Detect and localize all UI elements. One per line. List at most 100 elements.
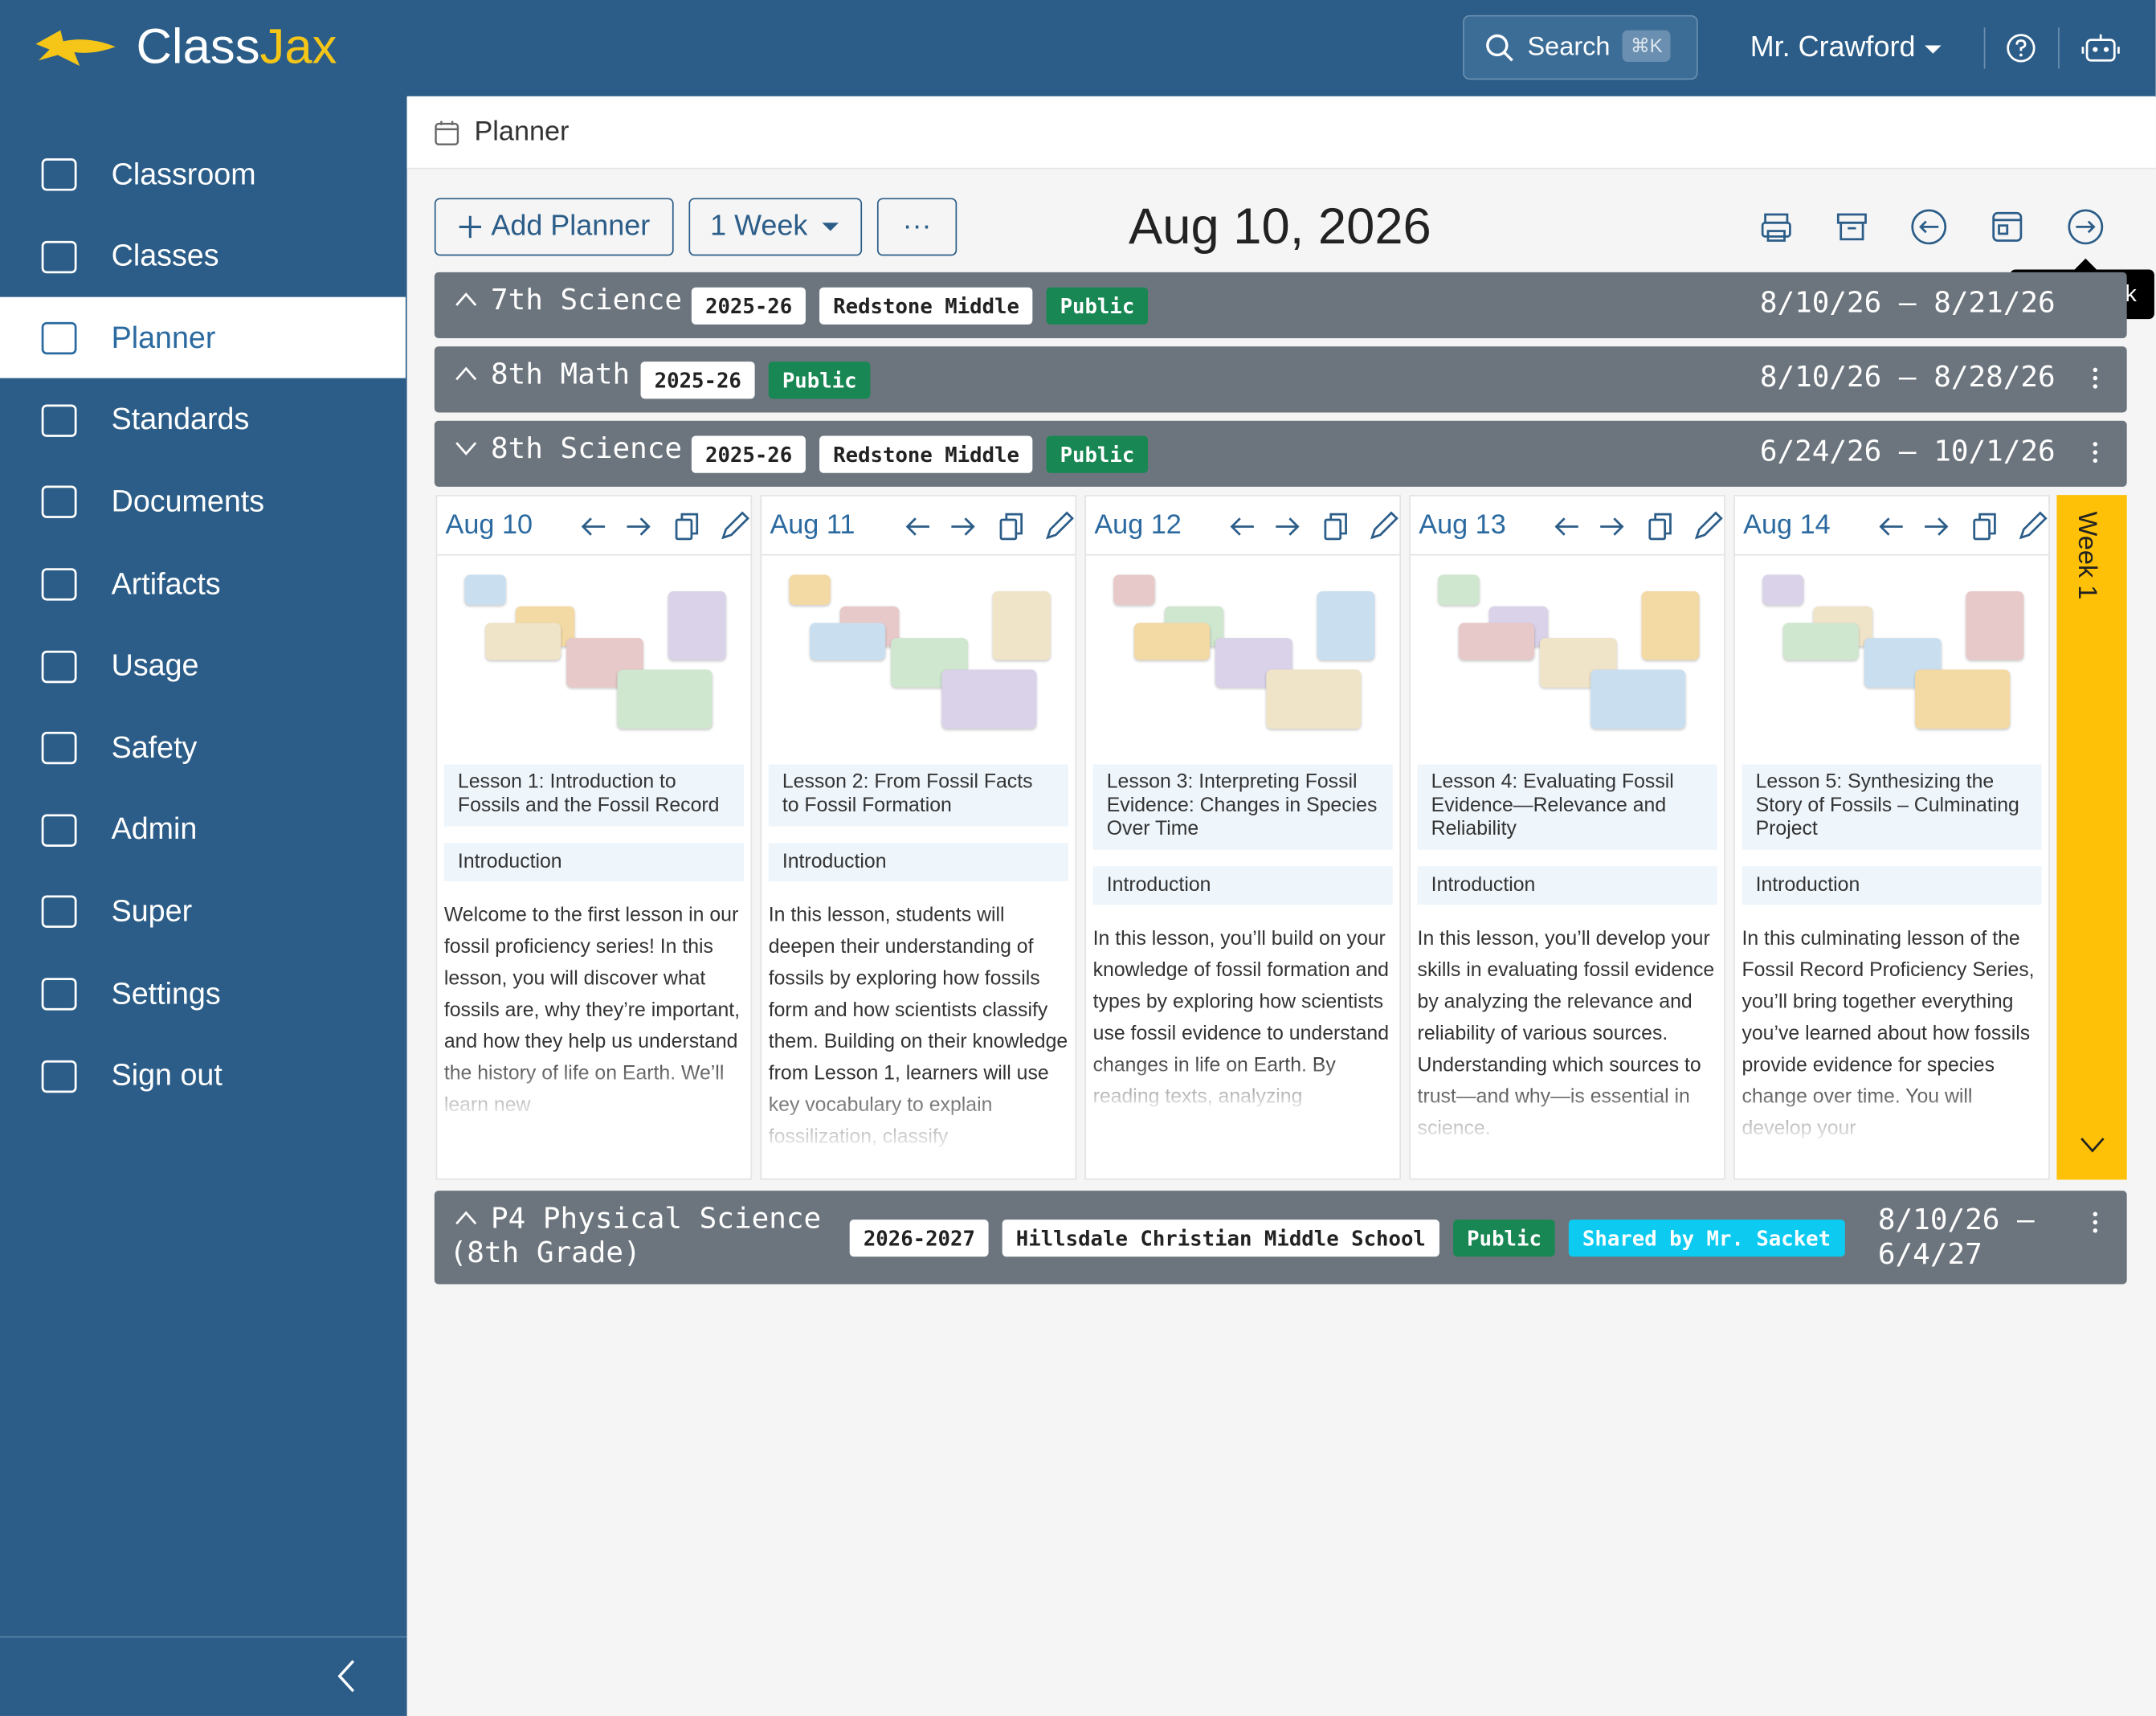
day-actions	[905, 511, 1074, 541]
day-header: Aug 14	[1734, 496, 2049, 556]
badge: Public	[768, 362, 871, 399]
button-label: Add Planner	[491, 210, 651, 243]
add-planner-button[interactable]: Add Planner	[434, 198, 674, 256]
kebab-menu	[2093, 367, 2098, 389]
planner-title: P4 Physical Science (8th Grade)	[449, 1201, 822, 1269]
planner-title: 8th Math	[491, 357, 631, 391]
image-shape	[941, 669, 1037, 729]
image-shape	[1266, 669, 1362, 729]
planner-bar[interactable]: 8th Science 2025-26 Redstone Middle Public 6…	[434, 420, 2127, 487]
nav-label: Super	[111, 893, 193, 929]
image-shape	[1113, 574, 1155, 606]
day-actions	[1230, 511, 1399, 541]
nav-item[interactable]: Classroom	[0, 133, 406, 214]
badge: Redstone Middle	[819, 287, 1034, 325]
lesson-text: Welcome to the first lesson in our fossi…	[443, 905, 741, 1117]
nav-item[interactable]: Super	[0, 871, 406, 952]
nav-item[interactable]: Standards	[0, 379, 406, 460]
nav-label: Documents	[111, 484, 265, 519]
badge: Shared by Mr. Sacket	[1568, 1220, 1845, 1257]
nav-label: Planner	[111, 320, 216, 355]
day-column: Aug 14 Lesson 5: Synthesizing the Story o…	[1733, 495, 2050, 1180]
sidebar: Classroom Classes Planner Standards Document…	[0, 96, 407, 1716]
nav-item[interactable]: Artifacts	[0, 543, 406, 624]
day-actions	[1554, 511, 1723, 541]
nav-label: Usage	[111, 648, 199, 683]
chevron	[455, 366, 477, 381]
day-header: Aug 13	[1410, 496, 1725, 556]
nav-item[interactable]: Documents	[0, 461, 406, 542]
collapse-sidebar[interactable]	[336, 1658, 357, 1694]
planner-dates: 8/10/26 – 6/4/27	[1877, 1203, 2035, 1271]
lesson-image	[1103, 566, 1383, 734]
planner-bar[interactable]: 7th Science 2025-26 Redstone Middle Public 8…	[434, 272, 2127, 339]
day-header: Aug 10	[437, 496, 751, 556]
assistant-icon[interactable]	[2081, 33, 2120, 63]
nav-label: Artifacts	[111, 566, 221, 601]
nav-icon	[41, 650, 77, 683]
nav-item[interactable]: Classes	[0, 215, 406, 296]
planner-title: 8th Science	[491, 431, 683, 465]
image-shape	[1317, 590, 1375, 660]
day-date: Aug 11	[770, 509, 855, 541]
badge: Redstone Middle	[819, 435, 1034, 473]
planner-bar[interactable]: P4 Physical Science (8th Grade) 2026-2027…	[434, 1191, 2127, 1285]
nav-icon	[41, 978, 77, 1011]
image-shape	[992, 590, 1051, 660]
print-icon[interactable]	[1761, 213, 1791, 242]
nav-item[interactable]: Admin	[0, 789, 406, 870]
brand-b: Jax	[259, 18, 337, 75]
day-date: Aug 12	[1094, 509, 1182, 541]
next-week-icon[interactable]	[2068, 209, 2104, 245]
badge: 2025-26	[691, 435, 806, 473]
archive-icon[interactable]	[1836, 213, 1867, 241]
search-box[interactable]: Search ⌘K	[1463, 14, 1698, 80]
day-date: Aug 10	[445, 509, 533, 541]
search-shortcut: ⌘K	[1622, 30, 1672, 63]
planner-icon	[435, 121, 459, 145]
more-button[interactable]: ···	[876, 198, 958, 256]
image-shape	[789, 574, 831, 606]
chevron	[455, 442, 477, 456]
image-shape	[1458, 623, 1535, 660]
kebab-menu	[2093, 442, 2098, 464]
nav-icon	[41, 1060, 77, 1093]
lesson-title: Lesson 5: Synthesizing the Story of Foss…	[1742, 764, 2042, 850]
range-dropdown[interactable]: 1 Week	[688, 198, 863, 256]
user-menu[interactable]: Mr. Crawford	[1750, 31, 1943, 64]
day-actions	[1879, 511, 2048, 541]
planner-dates: 6/24/26 – 10/1/26	[1759, 434, 2056, 468]
nav-item[interactable]: Settings	[0, 953, 406, 1034]
image-shape	[1762, 574, 1804, 606]
day-header: Aug 11	[762, 496, 1076, 556]
day-date: Aug 14	[1743, 509, 1831, 541]
nav-label: Classroom	[111, 156, 256, 191]
help-icon[interactable]	[2006, 33, 2036, 63]
week-strip[interactable]: Week 1	[2056, 495, 2127, 1180]
day-column: Aug 12 Lesson 3: Interpreting Fossil Evid…	[1084, 495, 1402, 1180]
lesson-text: In this lesson, you’ll develop your skil…	[1417, 928, 1715, 1140]
week-label: Week 1	[2072, 511, 2101, 600]
current-date: Aug 10, 2026	[1129, 198, 1431, 255]
lesson-image	[778, 566, 1059, 734]
nav-icon	[41, 568, 77, 601]
nav-label: Classes	[111, 238, 219, 273]
nav-item[interactable]: Usage	[0, 625, 406, 706]
nav-label: Safety	[111, 729, 198, 765]
nav-icon	[41, 814, 77, 847]
nav-item[interactable]: Planner	[0, 297, 406, 378]
nav-label: Sign out	[111, 1057, 223, 1093]
nav-item[interactable]: Safety	[0, 707, 406, 788]
nav-item[interactable]: Sign out	[0, 1035, 406, 1116]
image-shape	[1590, 669, 1686, 729]
lesson-title: Lesson 1: Introduction to Fossils and th…	[443, 764, 744, 827]
nav-icon	[41, 732, 77, 765]
nav-icon	[41, 404, 77, 437]
divider	[2058, 27, 2060, 69]
today-icon[interactable]	[1992, 211, 2023, 242]
previous-week-icon[interactable]	[1911, 209, 1947, 245]
breadcrumb: Planner	[474, 116, 570, 148]
planner-bar[interactable]: 8th Math 2025-26 Public 8/10/26 – 8/28/26	[434, 346, 2127, 413]
brand[interactable]: ClassJax	[136, 18, 337, 76]
